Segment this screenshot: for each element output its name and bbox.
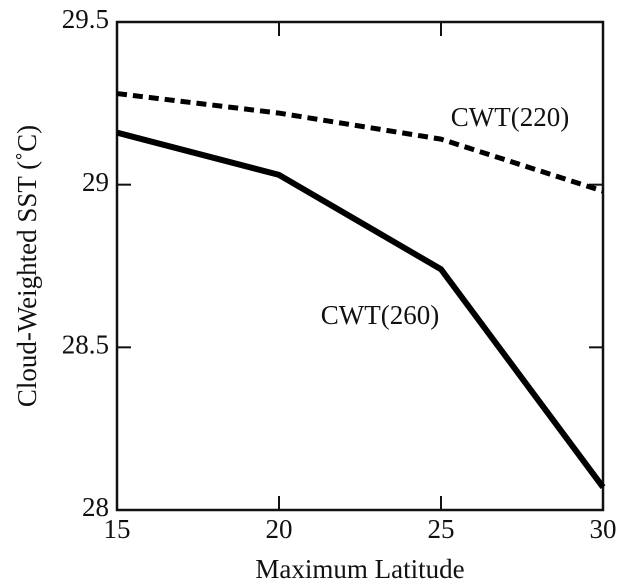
plot-frame [115, 20, 605, 512]
x-tick-label: 20 [266, 514, 293, 544]
series-line [116, 91, 604, 194]
x-tick-label: 25 [428, 514, 455, 544]
series-line [116, 129, 606, 490]
x-axis-label: Maximum Latitude [255, 554, 464, 584]
y-tick-label: 29 [82, 167, 109, 197]
series-label: CWT(220) [451, 102, 569, 132]
x-tick-label: 15 [104, 514, 131, 544]
series-label: CWT(260) [321, 300, 439, 330]
y-tick-label: 28 [82, 492, 109, 522]
y-axis-label: Cloud-Weighted SST (˚C) [12, 125, 42, 407]
y-tick-label: 28.5 [62, 330, 109, 360]
x-tick-label: 30 [590, 514, 617, 544]
y-tick-label: 29.5 [62, 4, 109, 34]
